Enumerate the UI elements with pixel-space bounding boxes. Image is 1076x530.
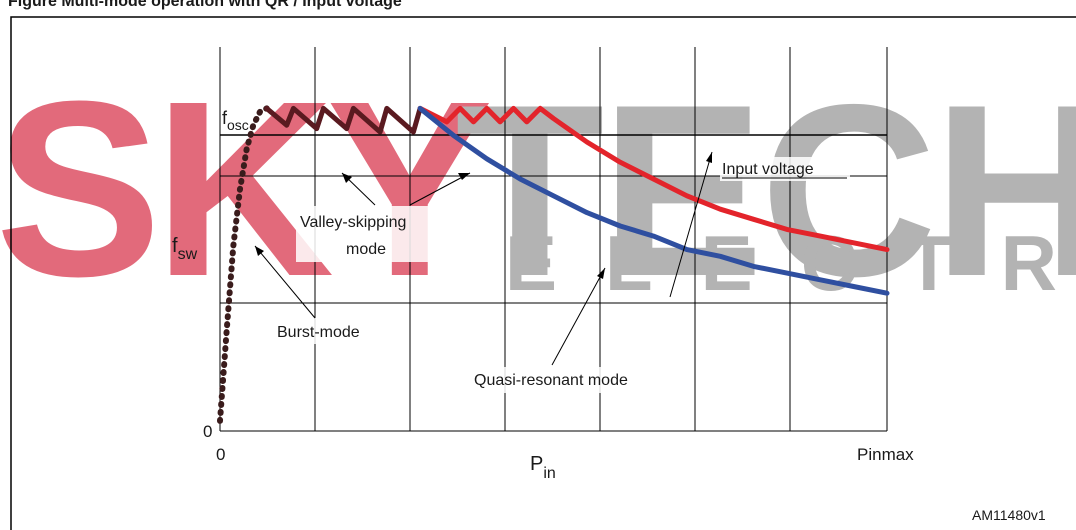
annot-qr-bg [470,367,650,393]
annot-burst-arrowhead [255,246,264,256]
x-tick-pinmax: Pinmax [857,445,914,464]
figure-caption: Figure Multi-mode operation with QR / In… [8,0,402,10]
annot-quasi-resonant: Quasi-resonant mode [474,372,628,389]
watermark-brand-right: TECH [455,53,1076,327]
annot-burst-arrow [254,245,316,319]
series-line-0 [217,105,270,424]
annot-valley-arrowhead-2 [458,173,470,180]
annot-input-voltage: Input voltage [722,161,814,178]
annot-valley-mode: mode [346,241,386,258]
annot-qr-arrowhead [597,268,605,279]
series-line-2 [417,105,890,253]
annot-valley-bg [296,206,442,262]
annot-valley-arrowhead-1 [342,173,352,183]
x-tick-0: 0 [216,445,225,464]
fosc-label: fosc [222,108,249,133]
annot-input-arrow [669,151,713,298]
annot-input-arrowhead [706,152,712,163]
y-axis-label: fsw [172,235,198,263]
annotations: Valley-skipping mode Burst-mode Quasi-re… [254,151,850,393]
annot-valley-skipping: Valley-skipping [300,214,406,231]
figure-id: AM11480v1 [972,507,1046,523]
series-layer [217,105,890,424]
series-line-3 [417,105,890,296]
annot-burst-mode: Burst-mode [277,324,360,341]
series-line-1 [264,105,423,135]
watermark-brand-left: SKY [0,49,489,328]
annot-input-bg [720,157,850,181]
y-tick-0: 0 [203,422,212,441]
annot-qr-arrow [551,267,606,366]
x-axis-label: Pin [530,453,556,482]
annot-valley-arrow-2 [409,172,471,206]
annot-burst-bg [274,318,390,344]
figure-frame [10,16,1076,530]
watermark: SKY TECH ELECTRONIC [0,49,1076,328]
